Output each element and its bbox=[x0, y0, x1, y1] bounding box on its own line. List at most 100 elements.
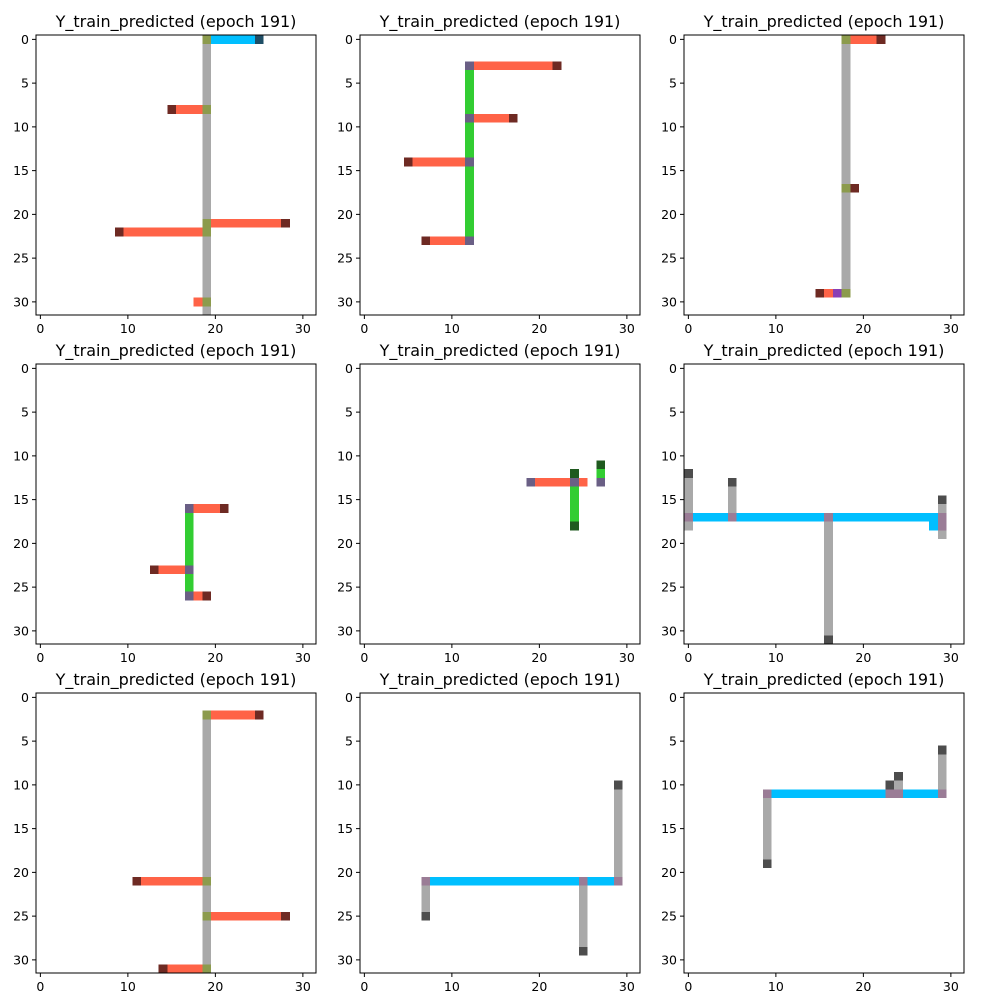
y-tick-label: 20 bbox=[337, 536, 353, 551]
axes-frame bbox=[359, 363, 641, 645]
x-tick-label: 0 bbox=[684, 979, 692, 994]
grid-cell bbox=[727, 477, 737, 522]
y-tick-label: 15 bbox=[337, 492, 353, 507]
y-tick-label: 25 bbox=[13, 251, 29, 266]
y-tick-label: 10 bbox=[13, 777, 29, 792]
y-tick-label: 20 bbox=[13, 536, 29, 551]
y-tick-label: 15 bbox=[661, 821, 677, 836]
grid-cell bbox=[123, 227, 203, 237]
subplot-6: Y_train_predicted (epoch 191) 0 10 20 30 0 5 10… bbox=[661, 341, 965, 665]
grid-cell bbox=[184, 504, 194, 513]
x-tick-label: 0 bbox=[360, 321, 368, 336]
y-tick-label: 10 bbox=[337, 777, 353, 792]
grid-cell bbox=[202, 876, 211, 886]
grid-cell bbox=[596, 460, 605, 469]
y-tick-label: 15 bbox=[13, 492, 29, 507]
grid-cell bbox=[202, 218, 211, 228]
x-tick-label: 30 bbox=[943, 979, 959, 994]
x-tick-label: 20 bbox=[855, 650, 871, 665]
x-tick-label: 20 bbox=[207, 321, 223, 336]
axes-frame bbox=[683, 692, 965, 974]
y-tick-label: 30 bbox=[661, 952, 677, 967]
axes-frame bbox=[683, 363, 965, 645]
y-tick-label: 25 bbox=[337, 580, 353, 595]
subplot-title: Y_train_predicted (epoch 191) bbox=[379, 12, 621, 32]
y-tick-label: 0 bbox=[21, 32, 29, 47]
y-tick-label: 25 bbox=[13, 909, 29, 924]
x-tick-label: 0 bbox=[360, 979, 368, 994]
grid-cell bbox=[850, 183, 859, 193]
subplot-2: Y_train_predicted (epoch 191) 0 10 20 30 0 5 10… bbox=[337, 12, 641, 336]
grid-cell bbox=[193, 504, 220, 513]
grid-cell bbox=[412, 157, 465, 167]
y-tick-label: 5 bbox=[669, 405, 677, 420]
y-tick-label: 10 bbox=[13, 448, 29, 463]
grid-cell bbox=[184, 565, 194, 574]
grid-cell bbox=[535, 477, 588, 487]
y-tick-label: 0 bbox=[21, 361, 29, 376]
grid-cell bbox=[132, 876, 141, 886]
grid-cell bbox=[421, 911, 430, 921]
grid-cell bbox=[578, 876, 588, 947]
subplot-title: Y_train_predicted (epoch 191) bbox=[703, 670, 945, 690]
subplot-title: Y_train_predicted (epoch 191) bbox=[379, 341, 621, 361]
y-tick-label: 5 bbox=[669, 76, 677, 91]
grid-cell bbox=[876, 35, 886, 44]
x-tick-label: 20 bbox=[207, 979, 223, 994]
grid-cell bbox=[202, 964, 211, 973]
grid-cell bbox=[281, 911, 290, 921]
y-tick-label: 25 bbox=[661, 251, 677, 266]
grid-cell bbox=[570, 469, 579, 478]
grid-cell bbox=[526, 477, 535, 487]
x-tick-label: 30 bbox=[943, 321, 959, 336]
grid-cell bbox=[885, 780, 894, 790]
y-tick-label: 0 bbox=[669, 690, 677, 705]
grid-cell bbox=[684, 512, 693, 522]
y-tick-label: 0 bbox=[345, 361, 353, 376]
y-tick-label: 5 bbox=[669, 734, 677, 749]
x-tick-label: 10 bbox=[768, 650, 784, 665]
grid-cell bbox=[824, 512, 833, 644]
grid-cell bbox=[570, 469, 579, 522]
y-tick-label: 20 bbox=[661, 536, 677, 551]
grid-cell bbox=[570, 477, 579, 487]
subplot-4: Y_train_predicted (epoch 191) 0 10 20 30 0 5 10… bbox=[13, 341, 317, 665]
grid-cell bbox=[202, 710, 211, 720]
grid-cell bbox=[211, 911, 281, 921]
y-tick-label: 30 bbox=[661, 623, 677, 638]
y-tick-label: 5 bbox=[345, 76, 353, 91]
grid-cell bbox=[465, 157, 474, 167]
x-tick-label: 30 bbox=[619, 321, 635, 336]
grid-cell bbox=[578, 876, 588, 886]
x-tick-label: 0 bbox=[360, 650, 368, 665]
grid-cell bbox=[596, 469, 605, 478]
x-tick-label: 0 bbox=[684, 321, 692, 336]
x-tick-label: 10 bbox=[768, 979, 784, 994]
grid-cell bbox=[727, 477, 737, 487]
grid-cell bbox=[465, 61, 474, 245]
x-tick-label: 10 bbox=[444, 321, 460, 336]
grid-cell bbox=[114, 227, 124, 237]
y-tick-label: 20 bbox=[13, 207, 29, 222]
grid-cell bbox=[473, 61, 553, 70]
y-tick-label: 5 bbox=[21, 405, 29, 420]
subplot-title: Y_train_predicted (epoch 191) bbox=[703, 12, 945, 32]
plot-background bbox=[684, 693, 964, 973]
grid-cell bbox=[850, 35, 877, 44]
subplot-title: Y_train_predicted (epoch 191) bbox=[703, 341, 945, 361]
y-tick-label: 25 bbox=[13, 580, 29, 595]
x-tick-label: 0 bbox=[36, 321, 44, 336]
grid-cell bbox=[167, 964, 203, 973]
x-tick-label: 10 bbox=[768, 321, 784, 336]
y-tick-label: 0 bbox=[345, 690, 353, 705]
y-tick-label: 10 bbox=[661, 119, 677, 134]
grid-cell bbox=[254, 35, 264, 44]
y-tick-label: 5 bbox=[21, 734, 29, 749]
grid-cell bbox=[841, 183, 851, 193]
grid-cell bbox=[158, 565, 185, 574]
grid-cell bbox=[193, 297, 203, 307]
y-tick-label: 5 bbox=[345, 405, 353, 420]
y-tick-label: 15 bbox=[13, 821, 29, 836]
grid-cell bbox=[762, 859, 772, 868]
grid-cell bbox=[684, 469, 693, 531]
